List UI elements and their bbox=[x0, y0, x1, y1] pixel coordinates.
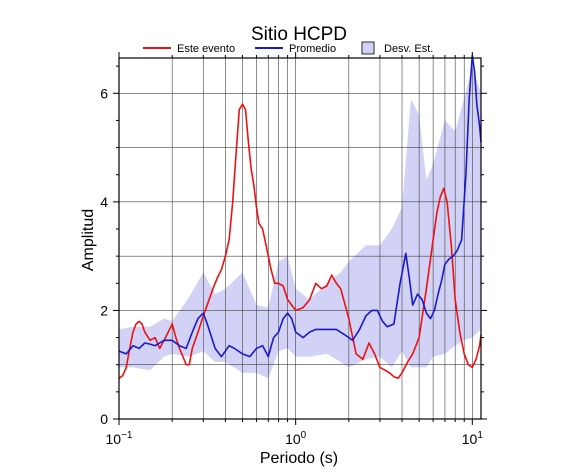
legend-swatch bbox=[361, 41, 375, 55]
legend-label: Desv. Est. bbox=[384, 43, 433, 55]
legend: Este evento Promedio Desv. Est. bbox=[143, 41, 433, 55]
std-dev-band bbox=[119, 66, 481, 379]
chart-title: Sitio HCPD bbox=[251, 24, 347, 45]
y-axis-label: Amplitud bbox=[80, 209, 97, 271]
y-tick-label: 2 bbox=[100, 302, 108, 318]
series-line-este-evento bbox=[118, 103, 482, 380]
legend-label: Este evento bbox=[177, 43, 235, 55]
x-axis-label: Periodo (s) bbox=[260, 450, 338, 467]
plot-frame bbox=[118, 57, 482, 420]
y-tick-label: 4 bbox=[100, 194, 108, 210]
x-tick-label: 10−1 bbox=[106, 430, 133, 447]
x-tick-label: 100 bbox=[285, 430, 307, 447]
series-line-promedio bbox=[118, 54, 482, 358]
legend-label: Promedio bbox=[289, 43, 336, 55]
x-tick-label: 101 bbox=[462, 430, 484, 447]
y-tick-label: 6 bbox=[100, 85, 108, 101]
y-tick-label: 0 bbox=[100, 411, 108, 427]
